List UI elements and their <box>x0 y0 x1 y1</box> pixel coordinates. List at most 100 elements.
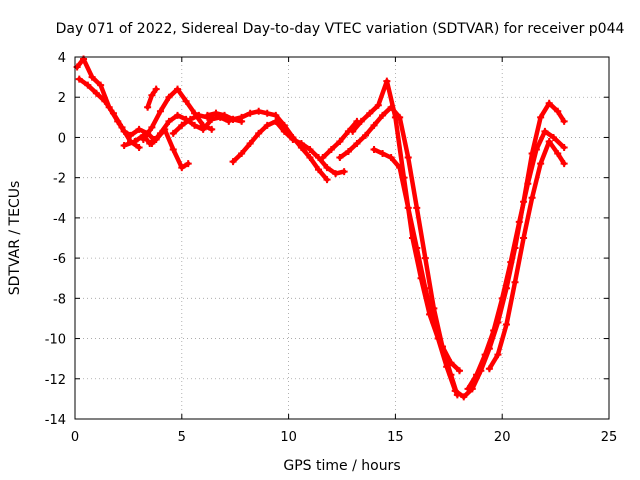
data-point <box>203 111 211 119</box>
data-point <box>152 85 160 93</box>
data-point <box>212 109 220 117</box>
data-point <box>549 133 557 141</box>
data-point <box>101 97 109 105</box>
y-tick-label: -2 <box>53 172 66 187</box>
data-point <box>148 139 156 147</box>
data-point <box>494 351 502 359</box>
data-point <box>92 89 100 97</box>
data-point <box>174 111 182 119</box>
x-tick-label: 0 <box>71 430 79 445</box>
data-point <box>413 204 421 212</box>
data-point <box>135 125 143 133</box>
data-point <box>174 85 182 93</box>
data-point <box>88 73 96 81</box>
data-point <box>396 164 404 172</box>
data-point <box>357 117 365 125</box>
data-point <box>144 103 152 111</box>
data-point <box>520 234 528 242</box>
series-line-sat-n <box>465 129 567 392</box>
data-point <box>208 125 216 133</box>
data-point <box>336 154 344 162</box>
data-point <box>131 137 139 145</box>
data-point <box>148 91 156 99</box>
x-tick-label: 20 <box>494 430 511 445</box>
data-point <box>370 146 378 154</box>
data-point <box>554 150 562 158</box>
data-point <box>199 125 207 133</box>
data-point <box>238 150 246 158</box>
data-point <box>323 176 331 184</box>
data-point <box>361 131 369 139</box>
data-point <box>109 109 117 117</box>
data-point <box>349 127 357 135</box>
data-point <box>528 194 536 202</box>
data-point <box>560 144 568 151</box>
data-point <box>404 154 412 162</box>
data-point <box>438 343 446 351</box>
y-tick-label: 0 <box>58 131 66 146</box>
data-point <box>246 139 254 147</box>
x-axis-label: GPS time / hours <box>283 458 400 474</box>
data-point <box>413 244 421 252</box>
grid <box>75 57 609 419</box>
data-point <box>246 109 254 117</box>
y-tick-label: -4 <box>53 212 66 227</box>
data-point <box>306 146 314 154</box>
data-point <box>430 318 438 326</box>
data-point <box>537 160 545 168</box>
data-point <box>383 77 391 85</box>
data-point <box>327 146 335 154</box>
data-point <box>473 371 481 379</box>
data-point <box>272 117 280 125</box>
data-point <box>387 154 395 162</box>
data-point <box>84 81 92 89</box>
data-point <box>315 166 323 174</box>
data-point <box>297 139 305 147</box>
data-point <box>421 284 429 292</box>
x-tick-label: 5 <box>178 430 186 445</box>
data-point <box>118 123 126 131</box>
y-tick-label: -6 <box>53 252 66 267</box>
data-point <box>319 154 327 162</box>
series-line-sat-l <box>350 78 567 400</box>
data-point <box>229 158 237 166</box>
data-point <box>120 141 128 149</box>
data-point <box>532 146 540 154</box>
y-axis-label: SDTVAR / TECUs <box>7 181 23 296</box>
data-point <box>560 117 568 125</box>
data-point <box>485 365 493 373</box>
data-point <box>455 367 463 375</box>
data-point <box>481 351 489 359</box>
y-tick-label: -10 <box>45 333 66 348</box>
series-line-sat-o <box>487 139 567 371</box>
data-point <box>272 111 280 119</box>
data-point <box>306 154 314 162</box>
data-point <box>263 121 271 129</box>
data-point <box>178 121 186 129</box>
data-point <box>554 107 562 115</box>
data-point <box>169 146 177 154</box>
data-point <box>447 359 455 367</box>
data-point <box>221 113 229 121</box>
data-point <box>391 113 399 121</box>
plot-frame <box>74 56 610 420</box>
y-tick-label: -12 <box>45 373 66 388</box>
data-point <box>464 385 472 393</box>
data-point <box>404 204 412 212</box>
data-point <box>289 135 297 143</box>
data-point <box>443 363 451 371</box>
y-tick-label: -14 <box>45 413 66 428</box>
data-point <box>379 150 387 158</box>
data-point <box>370 121 378 129</box>
data-point <box>379 111 387 119</box>
data-point <box>451 387 459 395</box>
data-point <box>238 113 246 121</box>
data-point <box>332 170 340 178</box>
data-point <box>490 327 498 335</box>
data-point <box>229 115 237 123</box>
data-point <box>139 135 147 143</box>
data-point <box>344 148 352 156</box>
data-point <box>156 107 164 115</box>
series-line-sat-b <box>77 76 142 150</box>
